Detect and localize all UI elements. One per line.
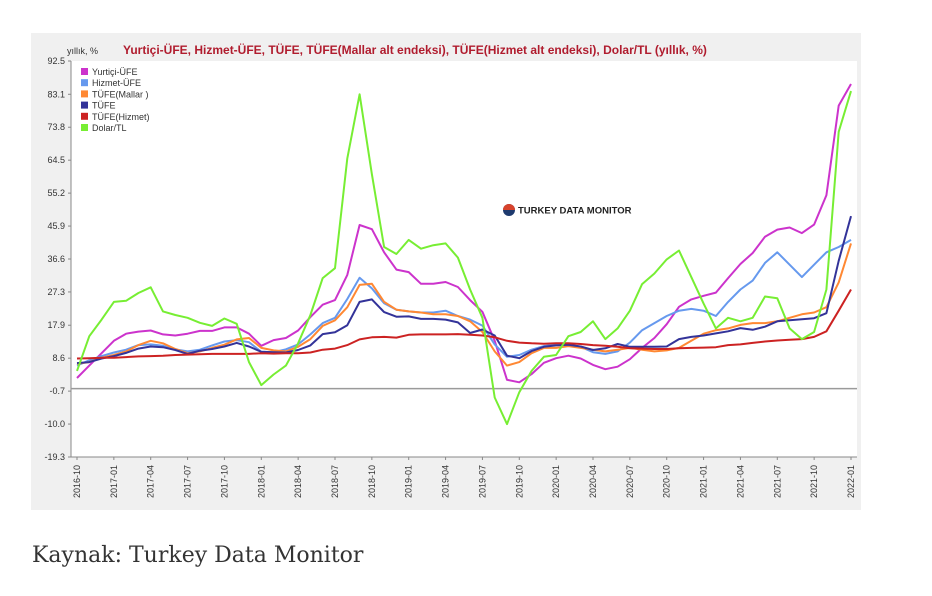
y-tick-label: 36.6 xyxy=(47,254,65,264)
y-tick-label: 8.6 xyxy=(52,353,65,363)
x-tick-label: 2020-07 xyxy=(625,465,635,498)
x-tick-label: 2019-04 xyxy=(441,465,451,498)
y-tick-label: -19.3 xyxy=(44,452,65,462)
y-tick-label: 45.9 xyxy=(47,221,65,231)
x-tick-label: 2018-04 xyxy=(293,465,303,498)
y-tick-label: 17.9 xyxy=(47,320,65,330)
y-tick-label: 64.5 xyxy=(47,155,65,165)
legend-label: Dolar/TL xyxy=(92,123,127,133)
chart-panel: yıllık, % Yurtiçi-ÜFE, Hizmet-ÜFE, TÜFE,… xyxy=(31,33,861,510)
x-tick-label: 2021-10 xyxy=(809,465,819,498)
x-tick-label: 2017-07 xyxy=(183,465,193,498)
watermark-logo: TURKEY DATA MONITOR xyxy=(503,204,632,217)
x-tick-label: 2017-04 xyxy=(146,465,156,498)
y-tick-label: 73.8 xyxy=(47,122,65,132)
source-caption: Kaynak: Turkey Data Monitor xyxy=(32,543,364,568)
x-tick-label: 2021-01 xyxy=(699,465,709,498)
x-tick-label: 2020-04 xyxy=(588,465,598,498)
y-tick-label: -0.7 xyxy=(49,386,65,396)
legend-swatch xyxy=(81,68,88,75)
x-tick-label: 2018-01 xyxy=(256,465,266,498)
series-line-t-fe-hizmet xyxy=(76,288,852,360)
axes: 92.5 83.1 73.8 64.5 55.2 45.9 36.6 27.3 17.9 8.6 -… xyxy=(44,56,857,498)
watermark-globe-accent xyxy=(503,204,515,210)
legend-swatch xyxy=(81,124,88,131)
legend-swatch xyxy=(81,90,88,98)
legend-swatch xyxy=(81,101,88,109)
legend-label: Yurtiçi-ÜFE xyxy=(92,67,138,77)
series-lines xyxy=(76,83,852,426)
y-tick-label: -10.0 xyxy=(44,419,65,429)
legend-swatch xyxy=(81,79,88,87)
x-tick-label: 2018-10 xyxy=(367,465,377,498)
x-tick-label: 2019-07 xyxy=(477,465,487,498)
legend-swatch xyxy=(81,112,88,120)
x-tick-label: 2021-07 xyxy=(772,465,782,498)
y-axis-unit-label: yıllık, % xyxy=(67,46,98,56)
x-tick-label: 2018-07 xyxy=(330,465,340,498)
y-tick-label: 27.3 xyxy=(47,287,65,297)
x-tick-label: 2020-10 xyxy=(662,465,672,498)
x-tick-label: 2019-10 xyxy=(514,465,524,498)
x-tick-label: 2017-01 xyxy=(109,465,119,498)
legend-label: TÜFE(Mallar ) xyxy=(92,89,149,99)
series-line-dolar-tl xyxy=(76,90,852,426)
chart-svg: yıllık, % Yurtiçi-ÜFE, Hizmet-ÜFE, TÜFE,… xyxy=(44,42,857,498)
x-tick-label: 2019-01 xyxy=(404,465,414,498)
plot-area xyxy=(71,61,857,457)
x-tick-label: 2020-01 xyxy=(551,465,561,498)
chart-title: Yurtiçi-ÜFE, Hizmet-ÜFE, TÜFE, TÜFE(Mall… xyxy=(123,42,707,57)
x-tick-label: 2017-10 xyxy=(219,465,229,498)
series-line-t-fe xyxy=(76,215,852,365)
x-tick-label: 2021-04 xyxy=(735,465,745,498)
y-tick-label: 92.5 xyxy=(47,56,65,66)
watermark-text: TURKEY DATA MONITOR xyxy=(518,206,632,217)
y-tick-label: 83.1 xyxy=(47,89,65,99)
y-tick-label: 55.2 xyxy=(47,188,65,198)
legend-label: TÜFE xyxy=(92,101,116,111)
x-tick-label: 2022-01 xyxy=(846,465,856,498)
legend-label: TÜFE(Hizmet) xyxy=(92,112,150,122)
legend-label: Hizmet-ÜFE xyxy=(92,78,141,88)
x-tick-label: 2016-10 xyxy=(72,465,82,498)
series-line-yurti-i-fe xyxy=(76,83,852,384)
